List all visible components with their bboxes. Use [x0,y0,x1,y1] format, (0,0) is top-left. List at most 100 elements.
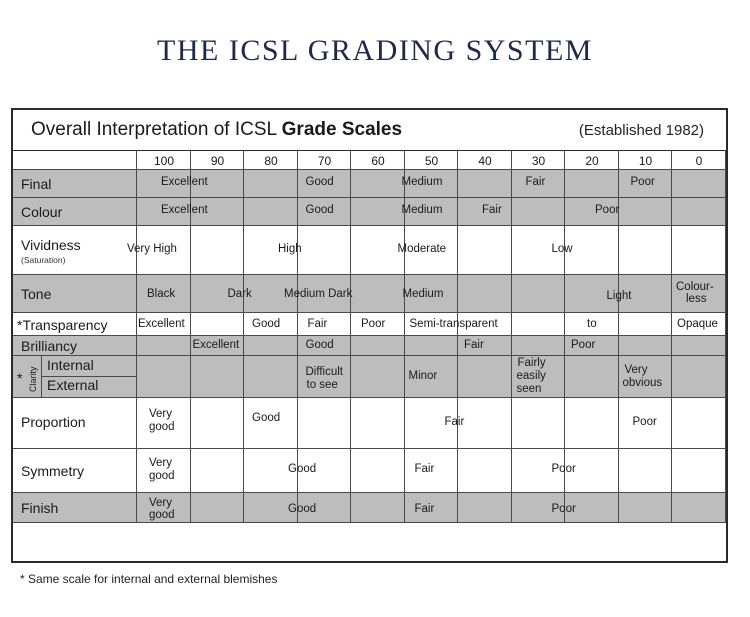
table-cell [565,398,619,449]
grade-value: Fair [464,339,484,351]
table-cell [351,150,405,170]
table-heading-regular: Overall Interpretation of ICSL [31,119,282,140]
table-cell [190,170,244,198]
table-cell [190,198,244,226]
table-cell [672,336,726,356]
grade-value: Very [149,457,173,469]
row-label-colour: Colour [21,204,63,220]
grade-value: Light [606,290,632,302]
table-cell [565,449,619,493]
grade-value: Medium [401,204,443,216]
table-cell [297,150,351,170]
table-cell [297,398,351,449]
grade-value: Poor [551,463,576,475]
table-cell [672,150,726,170]
grade-value: Medium Dark [284,288,353,300]
table-cell [565,313,619,336]
table-cell [297,170,351,198]
table-cell [351,356,405,398]
table-cell [297,336,351,356]
row-label-internal: Internal [47,357,94,373]
table-cell [297,313,351,336]
table-cell [244,449,298,493]
row-label-symmetry: Symmetry [21,463,84,479]
table-cell [404,313,458,336]
table-cell [137,150,191,170]
table-cell [672,313,726,336]
table-cell [244,356,298,398]
table-cell [244,336,298,356]
table-cell [190,313,244,336]
table-cell [137,275,191,313]
grade-value: Opaque [677,318,718,330]
grade-value: Excellent [138,318,185,330]
table-cell [297,493,351,523]
table-cell [458,198,512,226]
grade-value: Excellent [192,339,240,351]
clarity-divider [41,356,42,398]
grade-value: Poor [630,176,655,188]
row-label-tone: Tone [21,286,52,302]
row-label-transparency: *Transparency [17,317,108,333]
table-cell [458,398,512,449]
table-cell [404,449,458,493]
grade-value: Poor [571,339,596,351]
row-label-external: External [47,377,99,393]
grade-value: Poor [551,503,576,515]
grade-value: Fair [482,204,502,216]
grade-value: Fairly [517,357,546,369]
table-row-label-cell [13,493,137,523]
table-cell [618,449,672,493]
table-cell [244,170,298,198]
table-cell [244,493,298,523]
grade-value: Medium [402,288,444,300]
table-cell [190,356,244,398]
grade-value: Fair [307,318,328,330]
grade-value: Poor [361,318,386,330]
table-cell [137,198,191,226]
table-cell [351,226,405,275]
grade-value: Excellent [161,176,208,188]
scale-number: 40 [478,154,492,168]
scale-number: 100 [153,154,175,168]
grade-value: Dark [227,288,252,300]
scale-number: 10 [638,154,653,168]
grade-value: Minor [408,370,438,382]
grade-value: Very [149,497,173,509]
table-heading-bold: Grade Scales [281,119,403,140]
table-cell [565,336,619,356]
table-cell [404,336,458,356]
table-cell [511,449,565,493]
scale-number: 80 [264,154,278,168]
table-cell [511,150,565,170]
grade-value: easily [516,370,546,382]
table-cell [137,313,191,336]
table-cell [351,493,405,523]
table-cell [618,493,672,523]
table-cell [404,398,458,449]
table-header: Overall Interpretation of ICSL Grade Sca… [13,110,726,151]
table-cell [190,150,244,170]
table-cell [458,275,512,313]
scale-number: 90 [210,154,225,168]
row-label-brilliancy: Brilliancy [21,338,78,354]
table-cell [458,493,512,523]
row-sublabel-saturation: (Saturation) [21,255,66,265]
grade-value: Good [305,339,334,351]
table-cell [297,449,351,493]
table-cell [137,170,191,198]
table-cell [618,356,672,398]
table-cell [137,398,191,449]
table-cell [672,398,726,449]
table-cell [190,398,244,449]
table-row-label-cell [13,170,137,198]
table-cell [404,226,458,275]
table-cell [404,198,458,226]
table-cell [458,336,512,356]
table-cell [511,198,565,226]
table-cell [511,170,565,198]
scale-number: 20 [585,154,599,168]
grade-scale-table: Overall Interpretation of ICSL Grade Sca… [11,108,728,563]
table-row-label-cell [13,336,137,356]
scale-number: 50 [424,154,439,168]
